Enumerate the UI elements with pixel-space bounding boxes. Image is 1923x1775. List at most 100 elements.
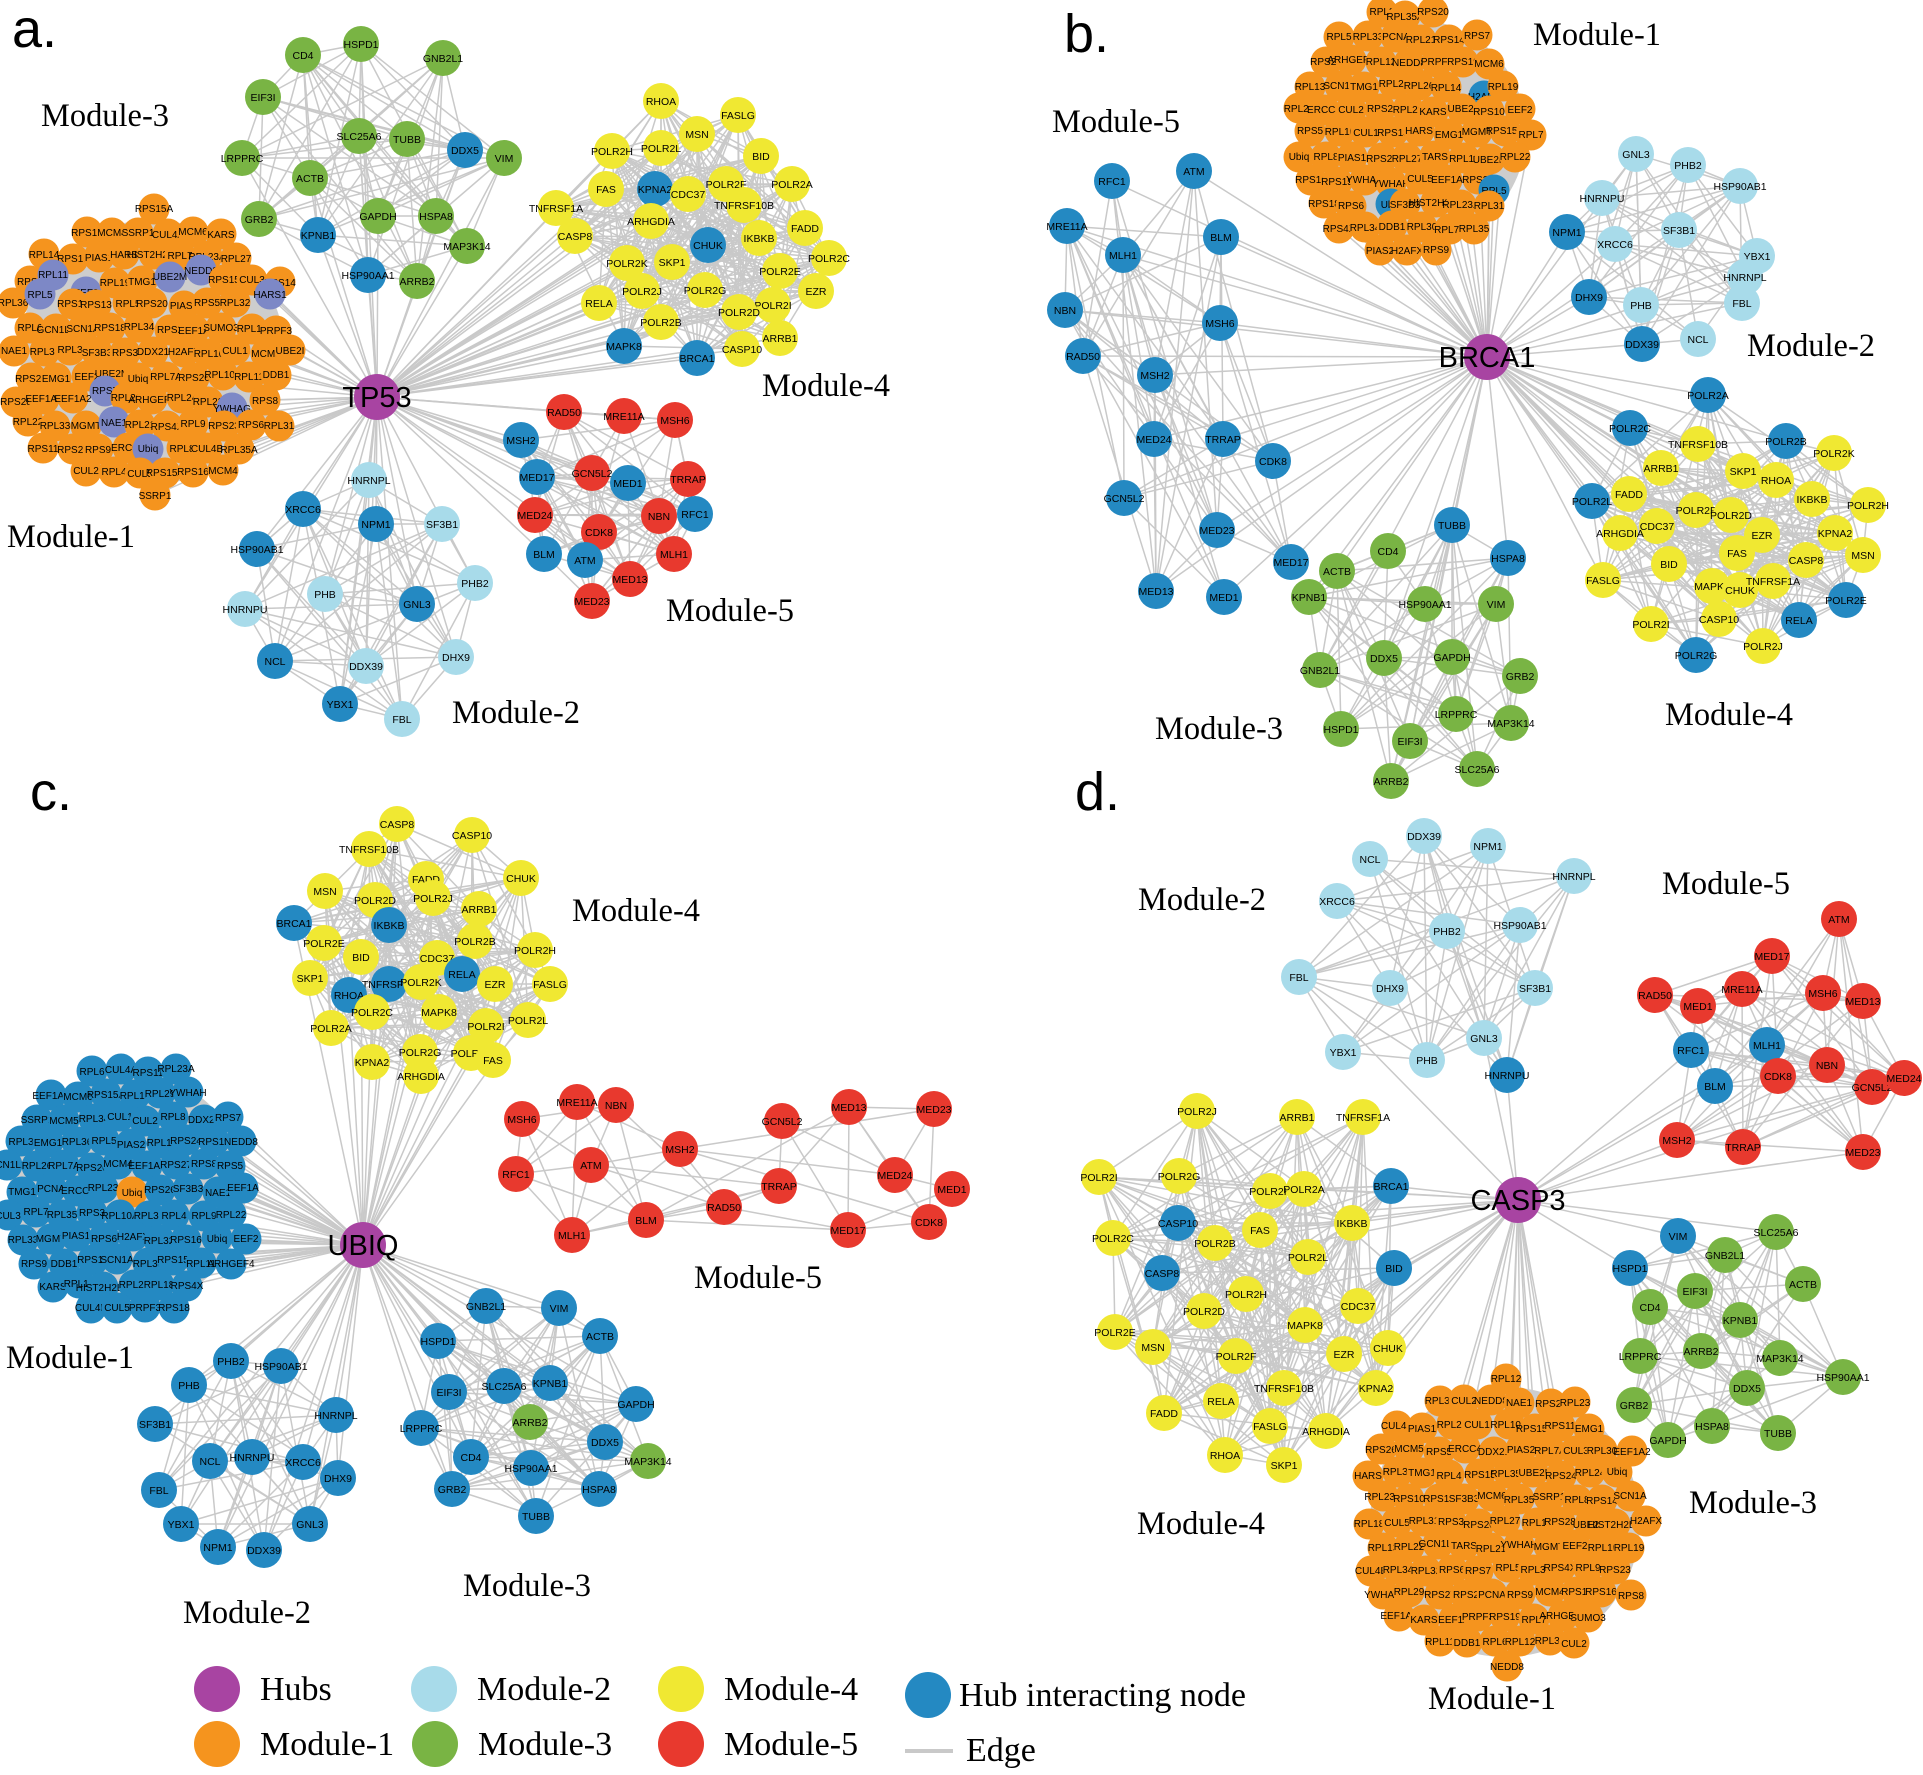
svg-text:CUL4B: CUL4B <box>191 444 224 455</box>
svg-text:HARS1: HARS1 <box>253 290 287 301</box>
svg-text:NEDD8: NEDD8 <box>1474 1396 1508 1407</box>
svg-text:CASP8: CASP8 <box>1789 555 1824 567</box>
svg-text:MSH2: MSH2 <box>1140 370 1169 382</box>
svg-text:RPS15A: RPS15A <box>1486 126 1525 137</box>
svg-text:ARRB1: ARRB1 <box>1279 1112 1314 1124</box>
svg-text:CUL2: CUL2 <box>1451 1396 1477 1407</box>
svg-text:TNFRSF10B: TNFRSF10B <box>1668 439 1728 451</box>
svg-text:MSN: MSN <box>313 886 336 898</box>
svg-text:RPL30: RPL30 <box>30 347 61 358</box>
svg-text:HSP90AB1: HSP90AB1 <box>254 1361 307 1373</box>
svg-text:NAE1: NAE1 <box>1506 1398 1533 1409</box>
svg-text:HIST2H2BE: HIST2H2BE <box>127 250 182 261</box>
svg-text:MLH1: MLH1 <box>1109 250 1137 262</box>
svg-text:POLR2K: POLR2K <box>606 258 647 270</box>
svg-text:MSH2: MSH2 <box>1662 1135 1691 1147</box>
svg-text:Module-1: Module-1 <box>6 1340 134 1376</box>
svg-text:KARS: KARS <box>207 230 235 241</box>
svg-text:GCN5L2: GCN5L2 <box>1104 493 1145 505</box>
svg-text:POLR2G: POLR2G <box>1158 1171 1201 1183</box>
svg-text:DDX21: DDX21 <box>137 347 170 358</box>
svg-text:HIST2H2BE: HIST2H2BE <box>76 1283 131 1294</box>
svg-text:BRCA1: BRCA1 <box>1439 342 1536 374</box>
svg-text:LRPPRC: LRPPRC <box>1435 709 1478 721</box>
svg-text:CUL4A: CUL4A <box>105 1065 138 1076</box>
svg-text:DHX9: DHX9 <box>442 652 470 664</box>
svg-text:ARHGDIA: ARHGDIA <box>397 1071 445 1083</box>
svg-text:Ubiq: Ubiq <box>138 444 159 455</box>
svg-text:RPS15: RPS15 <box>1464 1470 1496 1481</box>
svg-text:SCN1A: SCN1A <box>1323 81 1357 92</box>
svg-text:RPL7: RPL7 <box>1521 1615 1546 1626</box>
svg-text:RPL34: RPL34 <box>1383 1565 1414 1576</box>
svg-text:Module-4: Module-4 <box>572 893 700 929</box>
svg-text:HSPD1: HSPD1 <box>343 39 378 51</box>
svg-text:MRE11A: MRE11A <box>556 1097 597 1109</box>
svg-text:RPS19: RPS19 <box>1489 1612 1521 1623</box>
svg-text:POLR2H: POLR2H <box>591 146 633 158</box>
svg-text:PCNA: PCNA <box>1478 1590 1506 1601</box>
svg-text:RELA: RELA <box>1785 615 1812 627</box>
svg-text:RPS16: RPS16 <box>170 1235 202 1246</box>
svg-text:MLH1: MLH1 <box>1753 1040 1781 1052</box>
svg-text:CUL1: CUL1 <box>222 346 248 357</box>
svg-text:MAP3K14: MAP3K14 <box>1487 718 1534 730</box>
svg-text:EIF3I: EIF3I <box>1682 1286 1707 1298</box>
svg-text:RPS20: RPS20 <box>1463 1520 1495 1531</box>
svg-text:d.: d. <box>1075 762 1120 822</box>
svg-text:FBL: FBL <box>392 714 411 726</box>
svg-text:Module-4: Module-4 <box>1665 697 1793 733</box>
svg-text:MCM4: MCM4 <box>208 466 238 477</box>
svg-text:POLR2C: POLR2C <box>808 253 850 265</box>
svg-text:EMG1: EMG1 <box>42 374 71 385</box>
svg-text:RPL31: RPL31 <box>264 421 295 432</box>
svg-text:RPL35A: RPL35A <box>1490 1469 1528 1480</box>
svg-text:RPL11: RPL11 <box>234 372 264 383</box>
svg-text:RPS18: RPS18 <box>1423 1494 1455 1505</box>
svg-text:NEDD8: NEDD8 <box>224 1137 258 1148</box>
svg-text:RPS13: RPS13 <box>1377 128 1409 139</box>
svg-text:FASLG: FASLG <box>721 110 755 122</box>
svg-text:ARHGDIA: ARHGDIA <box>627 216 675 228</box>
svg-text:EEF1A2: EEF1A2 <box>1613 1447 1651 1458</box>
svg-text:SF3B1: SF3B1 <box>139 1419 171 1431</box>
svg-text:RPL23A: RPL23A <box>1442 200 1480 211</box>
svg-text:EEF2: EEF2 <box>1562 1541 1587 1552</box>
svg-text:RPL19: RPL19 <box>1488 82 1519 93</box>
svg-text:BRCA1: BRCA1 <box>276 918 311 930</box>
svg-text:EMG1: EMG1 <box>34 1138 63 1149</box>
svg-text:FADD: FADD <box>791 223 819 235</box>
svg-text:RPL33: RPL33 <box>1535 1636 1566 1647</box>
svg-text:RPL33: RPL33 <box>1353 32 1384 43</box>
svg-text:DDX39: DDX39 <box>247 1545 281 1557</box>
svg-text:PCNA: PCNA <box>1382 32 1410 43</box>
svg-text:POLR2A: POLR2A <box>771 179 812 191</box>
svg-text:RPS18: RPS18 <box>1308 199 1340 210</box>
svg-text:MSH6: MSH6 <box>660 415 689 427</box>
svg-text:EEF1A2: EEF1A2 <box>54 394 92 405</box>
svg-text:SSRP1: SSRP1 <box>21 1115 54 1126</box>
svg-text:Module-1: Module-1 <box>260 1726 394 1763</box>
svg-text:KPNB1: KPNB1 <box>533 1378 568 1390</box>
svg-text:ERCC4: ERCC4 <box>1307 105 1341 116</box>
svg-text:FASLG: FASLG <box>533 979 567 991</box>
svg-text:SLC25A6: SLC25A6 <box>1754 1227 1799 1239</box>
svg-text:RPL24: RPL24 <box>119 1280 150 1291</box>
svg-text:MSH2: MSH2 <box>665 1144 694 1156</box>
svg-text:CHUK: CHUK <box>1725 585 1755 597</box>
svg-text:RPL8: RPL8 <box>1564 1495 1589 1506</box>
svg-text:POLR2L: POLR2L <box>1288 1252 1328 1264</box>
svg-text:RPL26: RPL26 <box>111 393 142 404</box>
svg-text:KPNA2: KPNA2 <box>1818 528 1853 540</box>
svg-text:CDK8: CDK8 <box>915 1217 943 1229</box>
svg-text:ACTB: ACTB <box>1323 566 1351 578</box>
svg-text:RPS11: RPS11 <box>1545 1421 1576 1432</box>
svg-text:BLM: BLM <box>635 1215 657 1227</box>
svg-text:RPL18: RPL18 <box>144 1280 175 1291</box>
svg-text:RFC1: RFC1 <box>1677 1045 1705 1057</box>
svg-text:RPS16: RPS16 <box>1295 175 1327 186</box>
svg-text:CD4: CD4 <box>292 50 313 62</box>
svg-text:DHX9: DHX9 <box>1575 292 1603 304</box>
svg-text:RPL4: RPL4 <box>161 1211 186 1222</box>
svg-text:Module-3: Module-3 <box>478 1726 612 1763</box>
